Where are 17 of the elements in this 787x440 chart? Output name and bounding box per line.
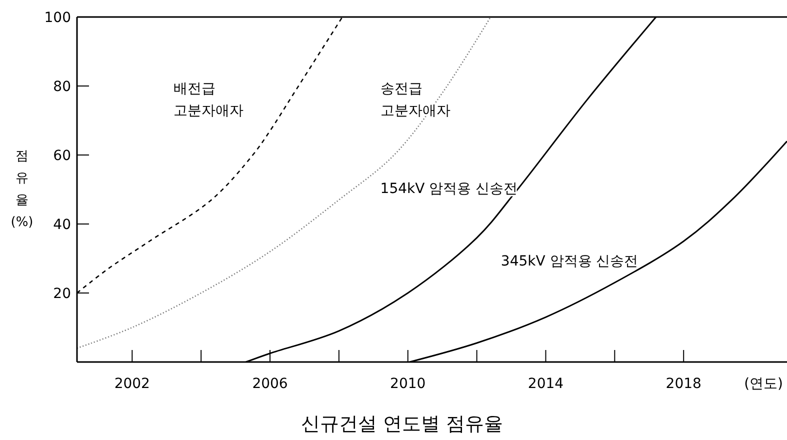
series-label: 154kV 암적용 신송전 (380, 180, 518, 197)
x-tick-label: 2006 (252, 376, 288, 392)
text: 배전급 고분자애자 (174, 80, 244, 119)
y-tick-label: 20 (53, 286, 71, 302)
series-label: 345kV 암적용 신송전 (500, 253, 638, 270)
series-label: 송전급 고분자애자 (380, 80, 450, 119)
y-axis-title: 점유율 (%) (10, 149, 34, 230)
x-tick-label: 2002 (114, 376, 150, 392)
y-tick-label: 80 (53, 78, 71, 95)
x-tick-label: 2014 (528, 376, 564, 392)
y-tick-label: 60 (53, 148, 71, 164)
x-axis-title: (연도) (744, 376, 783, 392)
y-tick-label: 100 (44, 10, 71, 26)
y-tick-label: 40 (53, 216, 71, 233)
x-tick-label: 2010 (390, 376, 426, 392)
x-tick-label: 2018 (666, 376, 702, 392)
text: 신규건설 연도별 점유율 (300, 413, 504, 435)
